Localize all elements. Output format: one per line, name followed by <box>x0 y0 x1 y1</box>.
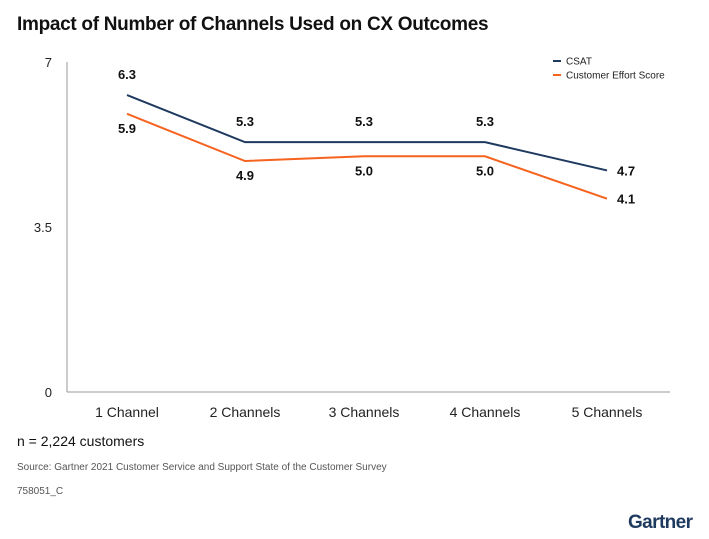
source-note: Source: Gartner 2021 Customer Service an… <box>17 462 387 473</box>
csat-data-label: 6.3 <box>118 67 136 82</box>
csat-data-label: 5.3 <box>236 114 254 129</box>
y-tick-label: 0 <box>45 385 52 400</box>
chart-title: Impact of Number of Channels Used on CX … <box>17 14 489 35</box>
csat-line <box>126 94 608 172</box>
sample-size-note: n = 2,224 customers <box>17 433 145 449</box>
x-tick-label: 4 Channels <box>450 404 521 420</box>
y-tick-label: 7 <box>45 55 52 70</box>
ces-data-label: 5.0 <box>476 163 494 178</box>
csat-data-label: 5.3 <box>476 114 494 129</box>
ces-data-label: 5.9 <box>118 121 136 136</box>
ces-data-label: 4.1 <box>617 192 635 207</box>
x-tick-label: 3 Channels <box>329 404 400 420</box>
x-tick-label: 5 Channels <box>572 404 643 420</box>
y-tick-label: 3.5 <box>34 220 52 235</box>
ces-data-label: 4.9 <box>236 168 254 183</box>
csat-data-label: 5.3 <box>355 114 373 129</box>
customer-effort-score-line <box>126 112 608 200</box>
csat-data-label: 4.7 <box>617 163 635 178</box>
x-tick-label: 2 Channels <box>210 404 281 420</box>
gartner-logo: Gartner <box>628 512 693 533</box>
ces-data-label: 5.0 <box>355 163 373 178</box>
x-tick-label: 1 Channel <box>95 404 159 420</box>
legend-label: CSAT <box>566 57 592 68</box>
figure-code: 758051_C <box>17 486 64 497</box>
legend-label: Customer Effort Score <box>566 71 665 82</box>
